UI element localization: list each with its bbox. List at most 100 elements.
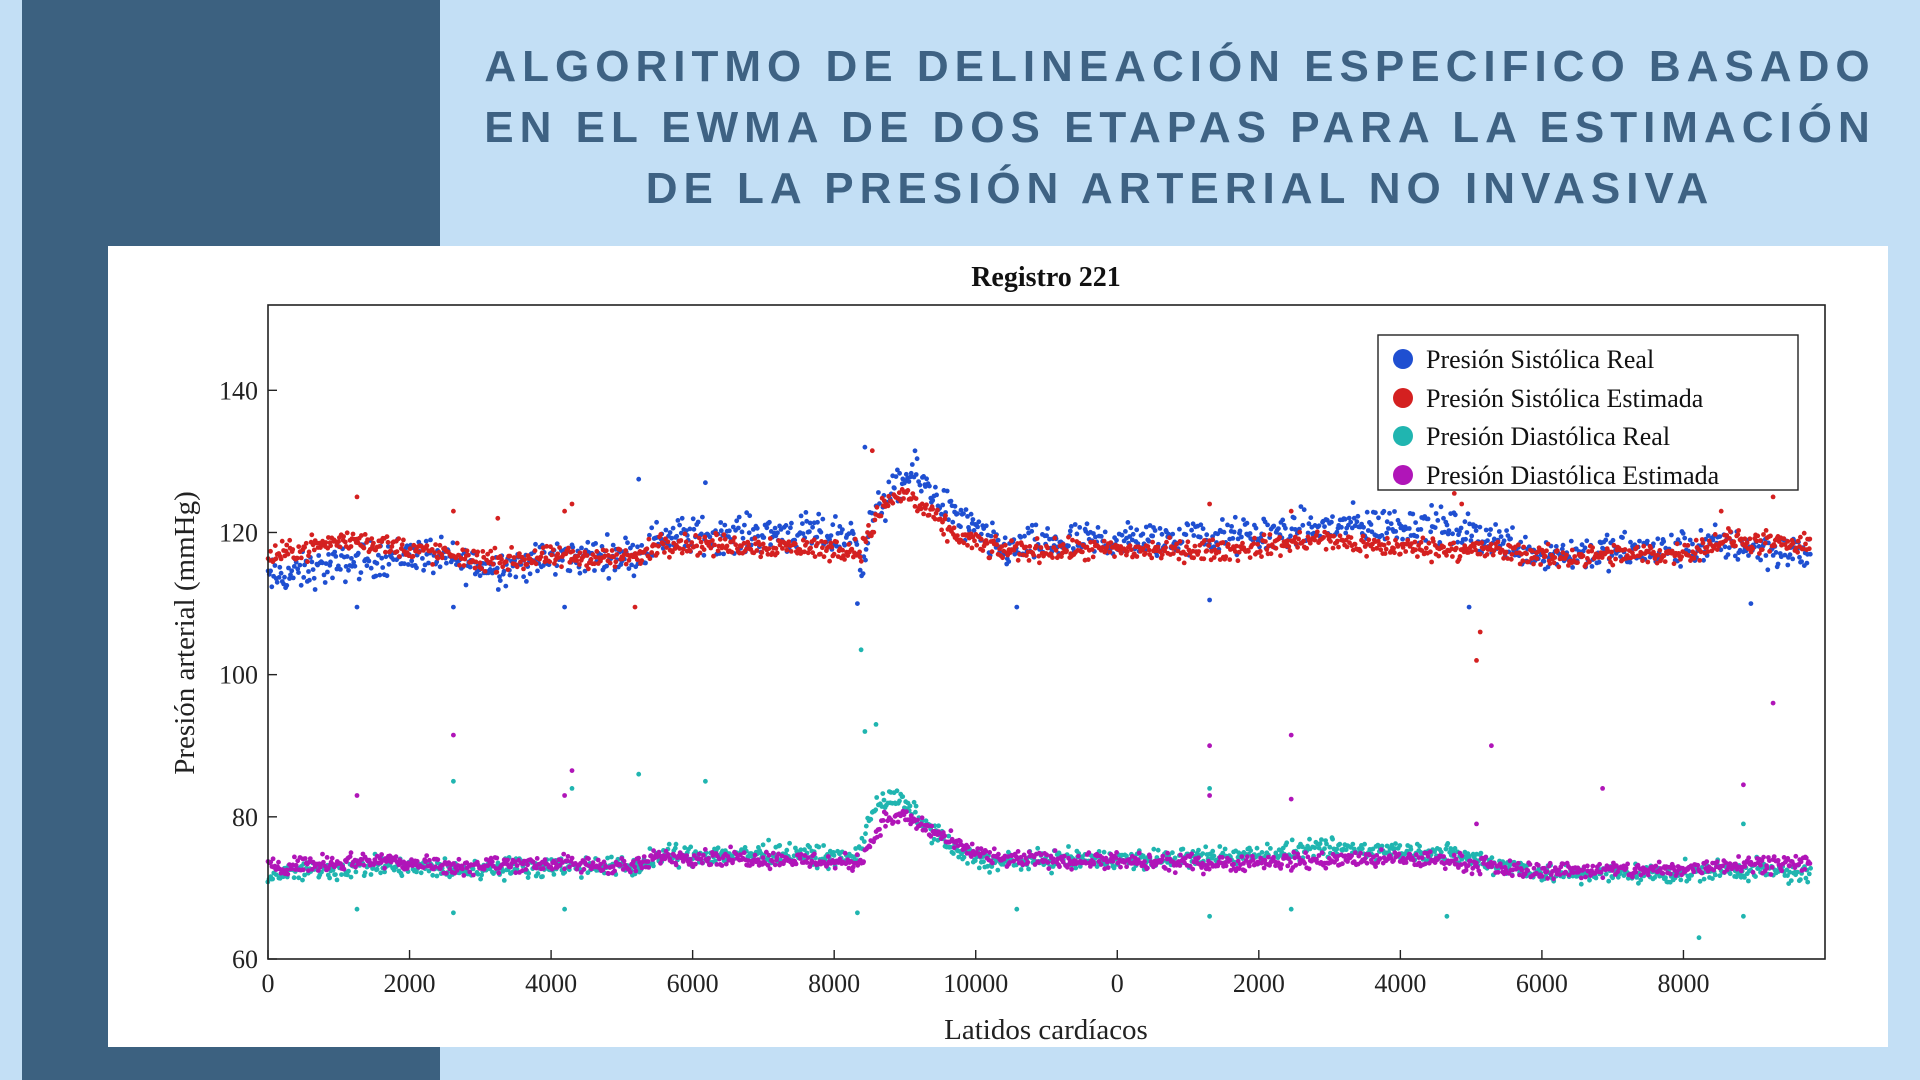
data-point <box>457 562 462 568</box>
data-point <box>900 794 906 799</box>
data-point <box>357 861 363 867</box>
data-point <box>643 560 648 566</box>
data-point <box>955 533 960 538</box>
data-point <box>612 564 618 569</box>
data-point <box>1252 535 1257 541</box>
data-point <box>1229 524 1234 529</box>
data-point <box>883 518 888 524</box>
data-point <box>289 568 295 574</box>
data-point <box>752 852 758 858</box>
data-point <box>686 543 691 549</box>
data-point <box>1215 542 1221 548</box>
data-point <box>495 860 501 866</box>
data-point <box>1089 547 1095 552</box>
data-point <box>1159 552 1165 558</box>
data-point <box>364 563 370 569</box>
data-point <box>784 847 790 853</box>
data-point <box>877 826 882 832</box>
data-point <box>863 539 869 545</box>
data-point <box>302 856 308 861</box>
data-point <box>410 553 416 559</box>
data-point <box>306 553 311 559</box>
data-point <box>1211 555 1217 560</box>
data-point <box>539 550 545 556</box>
data-point <box>1487 532 1492 538</box>
data-point <box>495 587 501 592</box>
data-point <box>1387 510 1392 516</box>
data-point <box>1265 522 1270 528</box>
data-point <box>647 532 652 538</box>
data-point <box>612 567 618 573</box>
data-point <box>1189 527 1194 533</box>
data-point <box>346 567 351 573</box>
data-point <box>623 535 628 541</box>
data-point <box>1026 866 1031 872</box>
data-point <box>1468 538 1474 543</box>
data-point <box>1191 555 1197 561</box>
data-point <box>1386 540 1391 546</box>
data-point <box>1757 551 1762 556</box>
data-point <box>772 525 778 531</box>
series-points <box>265 647 1813 941</box>
data-point <box>1776 539 1782 544</box>
data-point <box>1375 538 1381 544</box>
data-point <box>430 562 435 567</box>
data-point <box>1074 531 1080 537</box>
data-point <box>1306 521 1312 527</box>
data-point <box>1201 871 1206 877</box>
data-point <box>984 540 990 546</box>
series-points <box>265 700 1813 882</box>
data-point <box>507 572 513 578</box>
data-point <box>990 860 995 866</box>
outlier-point <box>1207 786 1212 791</box>
data-point <box>1662 559 1668 564</box>
data-point <box>306 868 311 873</box>
data-point <box>1446 528 1452 533</box>
data-point <box>284 867 290 873</box>
data-point <box>1671 561 1677 567</box>
data-point <box>513 574 519 580</box>
outlier-point <box>632 604 638 610</box>
data-point <box>1717 534 1723 539</box>
data-point <box>562 866 567 872</box>
data-point <box>961 540 967 546</box>
data-point <box>1432 849 1437 854</box>
data-point <box>497 578 503 583</box>
data-point <box>1693 537 1699 543</box>
data-point <box>569 855 575 861</box>
data-point <box>1322 524 1327 529</box>
data-point <box>773 546 779 551</box>
data-point <box>1240 540 1245 546</box>
data-point <box>647 846 653 851</box>
data-point <box>1634 544 1640 550</box>
data-point <box>1621 873 1627 878</box>
data-point <box>1378 547 1384 553</box>
data-point <box>1145 865 1150 871</box>
data-point <box>744 510 750 516</box>
data-point <box>1388 521 1394 527</box>
data-point <box>1652 875 1658 880</box>
data-points <box>265 444 1813 941</box>
data-point <box>297 562 303 568</box>
data-point <box>880 818 886 823</box>
data-point <box>1044 533 1049 539</box>
data-point <box>1066 534 1071 540</box>
data-point <box>348 544 354 549</box>
data-point <box>1255 541 1261 547</box>
data-point <box>1795 549 1800 555</box>
data-point <box>430 570 436 576</box>
data-point <box>1756 544 1762 549</box>
data-point <box>728 844 733 850</box>
data-point <box>682 845 688 851</box>
data-point <box>626 557 632 563</box>
data-point <box>714 532 719 538</box>
data-point <box>478 876 483 882</box>
data-point <box>607 560 613 566</box>
data-point <box>1436 553 1442 559</box>
data-point <box>1544 548 1549 554</box>
data-point <box>351 559 357 565</box>
data-point <box>1266 854 1271 860</box>
data-point <box>1225 522 1230 528</box>
data-point <box>837 524 843 529</box>
data-point <box>946 517 951 523</box>
